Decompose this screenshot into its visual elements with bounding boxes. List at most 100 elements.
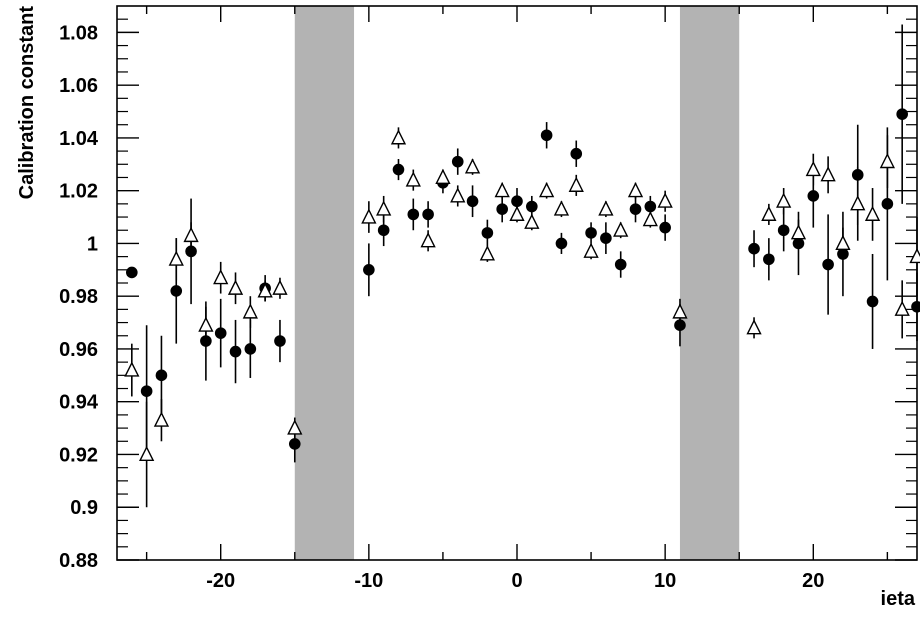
filled-circle-point: [629, 203, 642, 215]
y-tick-label: 1.06: [59, 75, 98, 97]
filled-circle-point: [526, 200, 538, 213]
filled-circle-point: [822, 258, 834, 271]
filled-circle-point: [377, 224, 390, 237]
open-triangle-point: [820, 166, 836, 182]
open-triangle-point: [538, 181, 555, 198]
x-tick-label: 20: [802, 570, 824, 592]
filled-circle-point: [614, 258, 627, 271]
open-triangle-point: [494, 181, 510, 198]
open-triangle-point: [553, 200, 570, 216]
open-triangle-point: [509, 205, 525, 221]
filled-circle-point: [896, 108, 908, 120]
open-triangle-point: [450, 187, 466, 203]
filled-circle-point: [214, 327, 227, 339]
excluded-band-0: [294, 6, 355, 560]
open-triangle-point: [198, 316, 214, 332]
open-triangle-point: [568, 176, 584, 192]
open-triangle-point: [435, 168, 451, 185]
filled-circle-point: [274, 335, 286, 347]
open-triangle-point: [627, 181, 644, 198]
open-triangle-point: [805, 160, 821, 177]
filled-circle-point: [644, 200, 657, 213]
filled-circle-point: [288, 438, 301, 450]
filled-circle-point: [659, 221, 671, 234]
filled-circle-point: [229, 345, 242, 358]
open-triangle-point: [657, 192, 673, 208]
y-tick-label: 1: [87, 233, 98, 255]
open-triangle-point: [642, 210, 658, 227]
filled-circle-point: [170, 285, 183, 297]
open-triangle-point: [746, 319, 762, 335]
open-triangle-point: [879, 152, 896, 169]
y-axis: 0.88 0.9 0.92 0.94 0.96 0.98 1 1.02 1.04 1.06 1.08: [59, 18, 917, 572]
excluded-bands: [294, 6, 740, 560]
filled-circle-point: [807, 190, 820, 202]
x-tick-label: -10: [354, 570, 383, 592]
open-triangle-point: [361, 208, 377, 224]
filled-circle-point: [185, 245, 197, 258]
open-triangle-point: [242, 303, 258, 319]
open-triangle-point: [124, 361, 140, 377]
open-triangle-point: [524, 213, 540, 229]
filled-circle-point: [126, 266, 138, 279]
open-triangle-point: [420, 232, 436, 248]
filled-circle-point: [763, 253, 775, 266]
open-triangle-point: [479, 245, 496, 261]
open-triangle-point: [598, 200, 614, 216]
open-triangle-point: [835, 234, 851, 250]
filled-circle-point: [496, 203, 508, 215]
x-axis: -20 -10 0 10 20: [145, 6, 889, 592]
filled-circle-point: [911, 300, 920, 313]
open-triangle-point: [613, 221, 629, 237]
y-tick-label: 0.96: [59, 339, 98, 361]
data-points: [124, 24, 920, 508]
open-triangle-point: [272, 279, 288, 295]
open-triangle-point: [464, 158, 481, 174]
open-triangle-point: [390, 129, 407, 145]
y-tick-label: 0.92: [59, 444, 98, 466]
filled-circle-point: [466, 195, 479, 208]
filled-circle-point: [881, 198, 894, 210]
open-triangle-point: [168, 250, 184, 266]
filled-circle-point: [481, 227, 494, 239]
filled-circle-point: [407, 208, 420, 221]
y-tick-label: 1.04: [59, 128, 99, 150]
filled-circle-point: [422, 208, 434, 221]
filled-circle-point: [866, 295, 879, 308]
open-triangle-point: [909, 247, 920, 264]
filled-circle-point: [540, 129, 553, 142]
open-triangle-point: [227, 279, 244, 295]
filled-circle-point: [600, 232, 612, 244]
x-axis-label: ieta: [881, 588, 916, 610]
y-axis-label: Calibration constant: [16, 6, 38, 200]
y-tick-label: 0.88: [59, 550, 98, 572]
filled-circle-point: [777, 224, 790, 237]
x-tick-label: -20: [206, 570, 235, 592]
filled-circle-point: [555, 237, 568, 250]
x-tick-label: 10: [654, 570, 676, 592]
filled-circle-point: [511, 195, 523, 208]
open-triangle-point: [213, 269, 229, 285]
open-triangle-point: [776, 192, 792, 208]
y-tick-label: 1.08: [59, 22, 98, 44]
open-triangle-point: [850, 195, 866, 211]
open-triangle-point: [864, 205, 881, 221]
open-triangle-point: [405, 171, 421, 187]
open-triangle-point: [583, 242, 599, 258]
filled-circle-point: [585, 227, 597, 239]
y-tick-label: 1.02: [59, 181, 98, 203]
x-tick-label: 0: [511, 570, 522, 592]
filled-circle-point: [155, 369, 168, 382]
excluded-band-1: [679, 6, 740, 560]
filled-circle-point: [451, 155, 464, 168]
open-triangle-point: [287, 419, 303, 435]
filled-circle-point: [363, 264, 375, 276]
y-tick-label: 0.98: [59, 286, 98, 308]
y-tick-label: 0.94: [59, 392, 99, 414]
y-tick-label: 0.9: [70, 497, 98, 519]
open-triangle-point: [761, 205, 777, 221]
filled-circle-point: [140, 385, 153, 397]
open-triangle-point: [672, 303, 688, 319]
open-triangle-point: [153, 411, 170, 427]
